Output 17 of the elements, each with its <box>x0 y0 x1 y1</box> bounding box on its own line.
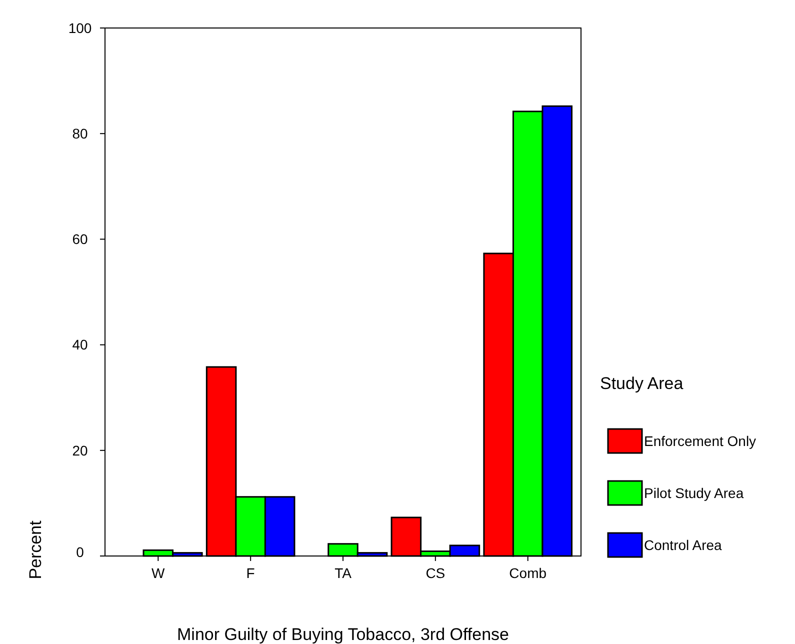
y-axis-title: Percent <box>26 520 45 580</box>
legend-label: Enforcement Only <box>644 432 756 449</box>
x-tick-label: CS <box>426 565 446 581</box>
y-tick-label: 20 <box>72 442 88 458</box>
y-tick-label: 60 <box>72 231 88 248</box>
legend-label: Control Area <box>644 536 722 553</box>
x-tick-label: F <box>246 565 255 581</box>
x-tick-label: TA <box>334 565 352 581</box>
legend-label: Pilot Study Area <box>644 484 744 501</box>
x-tick-label: Comb <box>509 565 547 581</box>
y-tick-label: 40 <box>72 336 88 353</box>
x-tick-label: W <box>152 565 166 581</box>
y-tick-label: 100 <box>68 20 92 36</box>
y-tick-label: 0 <box>76 544 84 560</box>
x-axis-title: Minor Guilty of Buying Tobacco, 3rd Offense <box>177 625 509 644</box>
y-tick-label: 80 <box>72 126 88 142</box>
legend-title: Study Area <box>600 374 684 393</box>
